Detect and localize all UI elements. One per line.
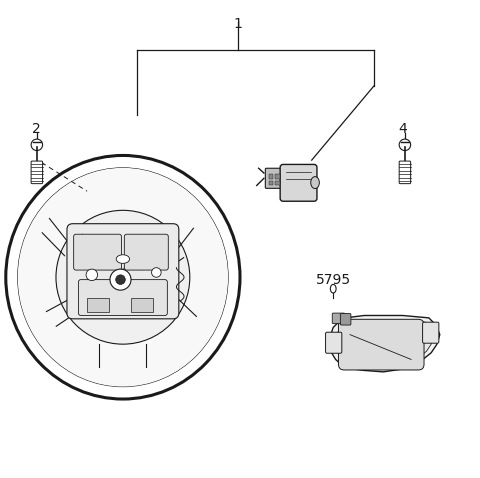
Bar (276, 174, 280, 179)
Polygon shape (335, 320, 434, 368)
Ellipse shape (18, 168, 228, 387)
Circle shape (399, 139, 411, 151)
FancyBboxPatch shape (340, 314, 351, 325)
FancyBboxPatch shape (265, 168, 284, 188)
Circle shape (86, 269, 97, 281)
Ellipse shape (6, 155, 240, 399)
Bar (276, 181, 280, 185)
Circle shape (116, 275, 125, 284)
FancyBboxPatch shape (124, 234, 168, 270)
Polygon shape (328, 315, 440, 372)
FancyBboxPatch shape (399, 161, 411, 184)
Text: 2: 2 (33, 122, 41, 136)
Circle shape (110, 269, 131, 290)
Circle shape (152, 268, 161, 277)
Ellipse shape (56, 210, 190, 344)
FancyBboxPatch shape (338, 319, 424, 370)
FancyBboxPatch shape (73, 234, 121, 270)
Text: 1: 1 (233, 17, 242, 31)
Text: 5795: 5795 (316, 272, 351, 287)
Ellipse shape (116, 255, 130, 263)
Bar (87, 298, 108, 312)
Ellipse shape (311, 177, 319, 189)
Circle shape (31, 139, 43, 151)
Bar (269, 181, 274, 185)
FancyBboxPatch shape (31, 161, 43, 184)
FancyBboxPatch shape (325, 332, 342, 353)
Text: 3: 3 (281, 186, 290, 201)
FancyBboxPatch shape (332, 313, 345, 324)
Bar (269, 174, 274, 179)
FancyBboxPatch shape (67, 224, 179, 319)
FancyBboxPatch shape (78, 280, 168, 315)
FancyBboxPatch shape (422, 322, 439, 343)
Text: 4: 4 (398, 122, 407, 136)
Bar (132, 298, 153, 312)
FancyBboxPatch shape (280, 164, 317, 201)
